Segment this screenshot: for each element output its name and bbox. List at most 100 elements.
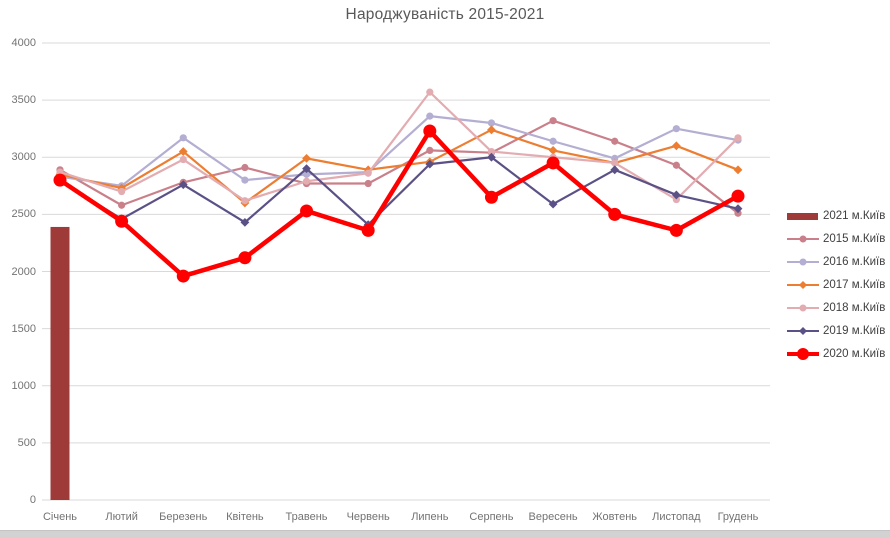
legend-swatch-icon	[787, 258, 819, 265]
x-tick-label: Листопад	[652, 511, 701, 523]
data-point-marker	[178, 147, 188, 156]
x-tick-label: Вересень	[528, 511, 578, 523]
legend-item: 2018 м.Київ	[786, 296, 885, 319]
data-point-marker	[549, 137, 557, 145]
legend-label: 2015 м.Київ	[823, 232, 886, 245]
data-point-marker	[669, 223, 683, 237]
x-tick-label: Червень	[346, 511, 390, 523]
data-point-marker	[549, 117, 557, 125]
legend-swatch-icon	[787, 280, 819, 289]
data-point-marker	[176, 269, 190, 283]
line-2015 м.Київ	[58, 119, 740, 215]
data-point-marker	[608, 207, 622, 221]
data-point-marker	[487, 152, 496, 162]
data-point-marker	[548, 145, 558, 155]
y-tick-label: 2000	[11, 265, 36, 278]
legend-swatch-icon	[787, 347, 819, 360]
legend-item: 2015 м.Київ	[786, 227, 885, 250]
data-point-marker	[115, 214, 129, 228]
legend-label: 2017 м.Київ	[823, 278, 886, 291]
legend-swatch-icon	[787, 212, 818, 220]
data-point-marker	[611, 137, 619, 145]
y-tick-label: 0	[29, 494, 36, 506]
legend-item: 2021 м.Київ	[786, 204, 885, 227]
bottom-window-edge	[0, 530, 890, 538]
line-2018 м.Київ	[58, 91, 740, 202]
legend-item: 2019 м.Київ	[786, 319, 885, 342]
data-point-marker	[546, 156, 560, 170]
data-point-marker	[238, 251, 252, 265]
data-point-marker	[302, 177, 311, 185]
data-point-marker	[487, 119, 496, 127]
x-tick-label: Липень	[411, 511, 449, 523]
legend-label: 2019 м.Київ	[823, 324, 886, 337]
data-point-marker	[731, 189, 745, 203]
legend-swatch-icon	[787, 326, 819, 335]
y-tick-label: 4000	[11, 37, 36, 49]
data-point-marker	[241, 176, 249, 184]
data-point-marker	[733, 165, 743, 175]
data-point-marker	[484, 190, 498, 204]
data-point-marker	[426, 88, 434, 96]
legend: 2021 м.Київ 2015 м.Київ 2016 м.Київ 2017 м.…	[786, 204, 885, 365]
data-point-marker	[241, 163, 249, 172]
data-point-marker	[178, 180, 188, 190]
legend-item: 2020 м.Київ	[786, 342, 885, 365]
y-tick-label: 500	[17, 436, 36, 449]
y-tick-label: 1500	[11, 322, 36, 335]
data-point-marker	[240, 217, 250, 227]
legend-item: 2016 м.Київ	[786, 250, 885, 273]
legend-swatch-icon	[787, 304, 819, 311]
data-point-marker	[548, 199, 558, 209]
data-point-marker	[241, 197, 249, 205]
y-tick-label: 1000	[11, 379, 36, 392]
data-point-marker	[734, 209, 742, 217]
data-point-marker	[610, 165, 620, 175]
x-tick-label: Серпень	[469, 511, 514, 523]
data-point-marker	[734, 134, 742, 142]
data-point-marker	[425, 159, 435, 169]
x-tick-label: Січень	[42, 511, 78, 523]
data-point-marker	[302, 170, 311, 178]
data-point-marker	[672, 125, 680, 133]
legend-swatch-icon	[787, 235, 819, 242]
line-2016 м.Київ	[58, 115, 740, 187]
data-point-marker	[302, 164, 311, 174]
legend-label: 2016 м.Київ	[823, 255, 886, 268]
y-tick-label: 2500	[11, 208, 36, 221]
legend-label: 2021 м.Київ	[823, 209, 886, 222]
data-point-marker	[487, 147, 496, 156]
data-point-marker	[426, 146, 434, 154]
data-point-marker	[611, 159, 619, 167]
data-point-marker	[671, 141, 681, 151]
data-point-marker	[672, 195, 680, 204]
x-tick-label: Лютий	[105, 511, 138, 523]
bar-2021 м.Київ	[50, 226, 70, 500]
x-tick-label: Квітень	[226, 511, 264, 523]
data-point-marker	[118, 201, 126, 209]
data-point-marker	[179, 155, 187, 164]
y-tick-label: 3000	[11, 151, 36, 164]
data-point-marker	[364, 179, 372, 188]
data-point-marker	[426, 112, 434, 120]
data-point-marker	[118, 187, 126, 196]
legend-item: 2017 м.Київ	[786, 273, 885, 296]
x-tick-label: Грудень	[717, 511, 759, 523]
data-point-marker	[672, 161, 680, 169]
data-point-marker	[364, 169, 372, 177]
y-tick-label: 3500	[11, 94, 36, 107]
line-2017 м.Київ	[58, 128, 740, 205]
data-point-marker	[487, 125, 496, 135]
data-point-marker	[300, 204, 314, 218]
data-point-marker	[361, 223, 375, 237]
legend-label: 2020 м.Київ	[823, 347, 886, 360]
x-tick-label: Жовтень	[592, 511, 638, 523]
chart-title: Народжуваність 2015-2021	[345, 6, 545, 23]
line-2020 м.Київ	[57, 128, 741, 279]
legend-label: 2018 м.Київ	[823, 301, 886, 314]
line-2019 м.Київ	[58, 156, 740, 226]
data-point-marker	[302, 153, 311, 163]
data-point-marker	[179, 134, 187, 142]
